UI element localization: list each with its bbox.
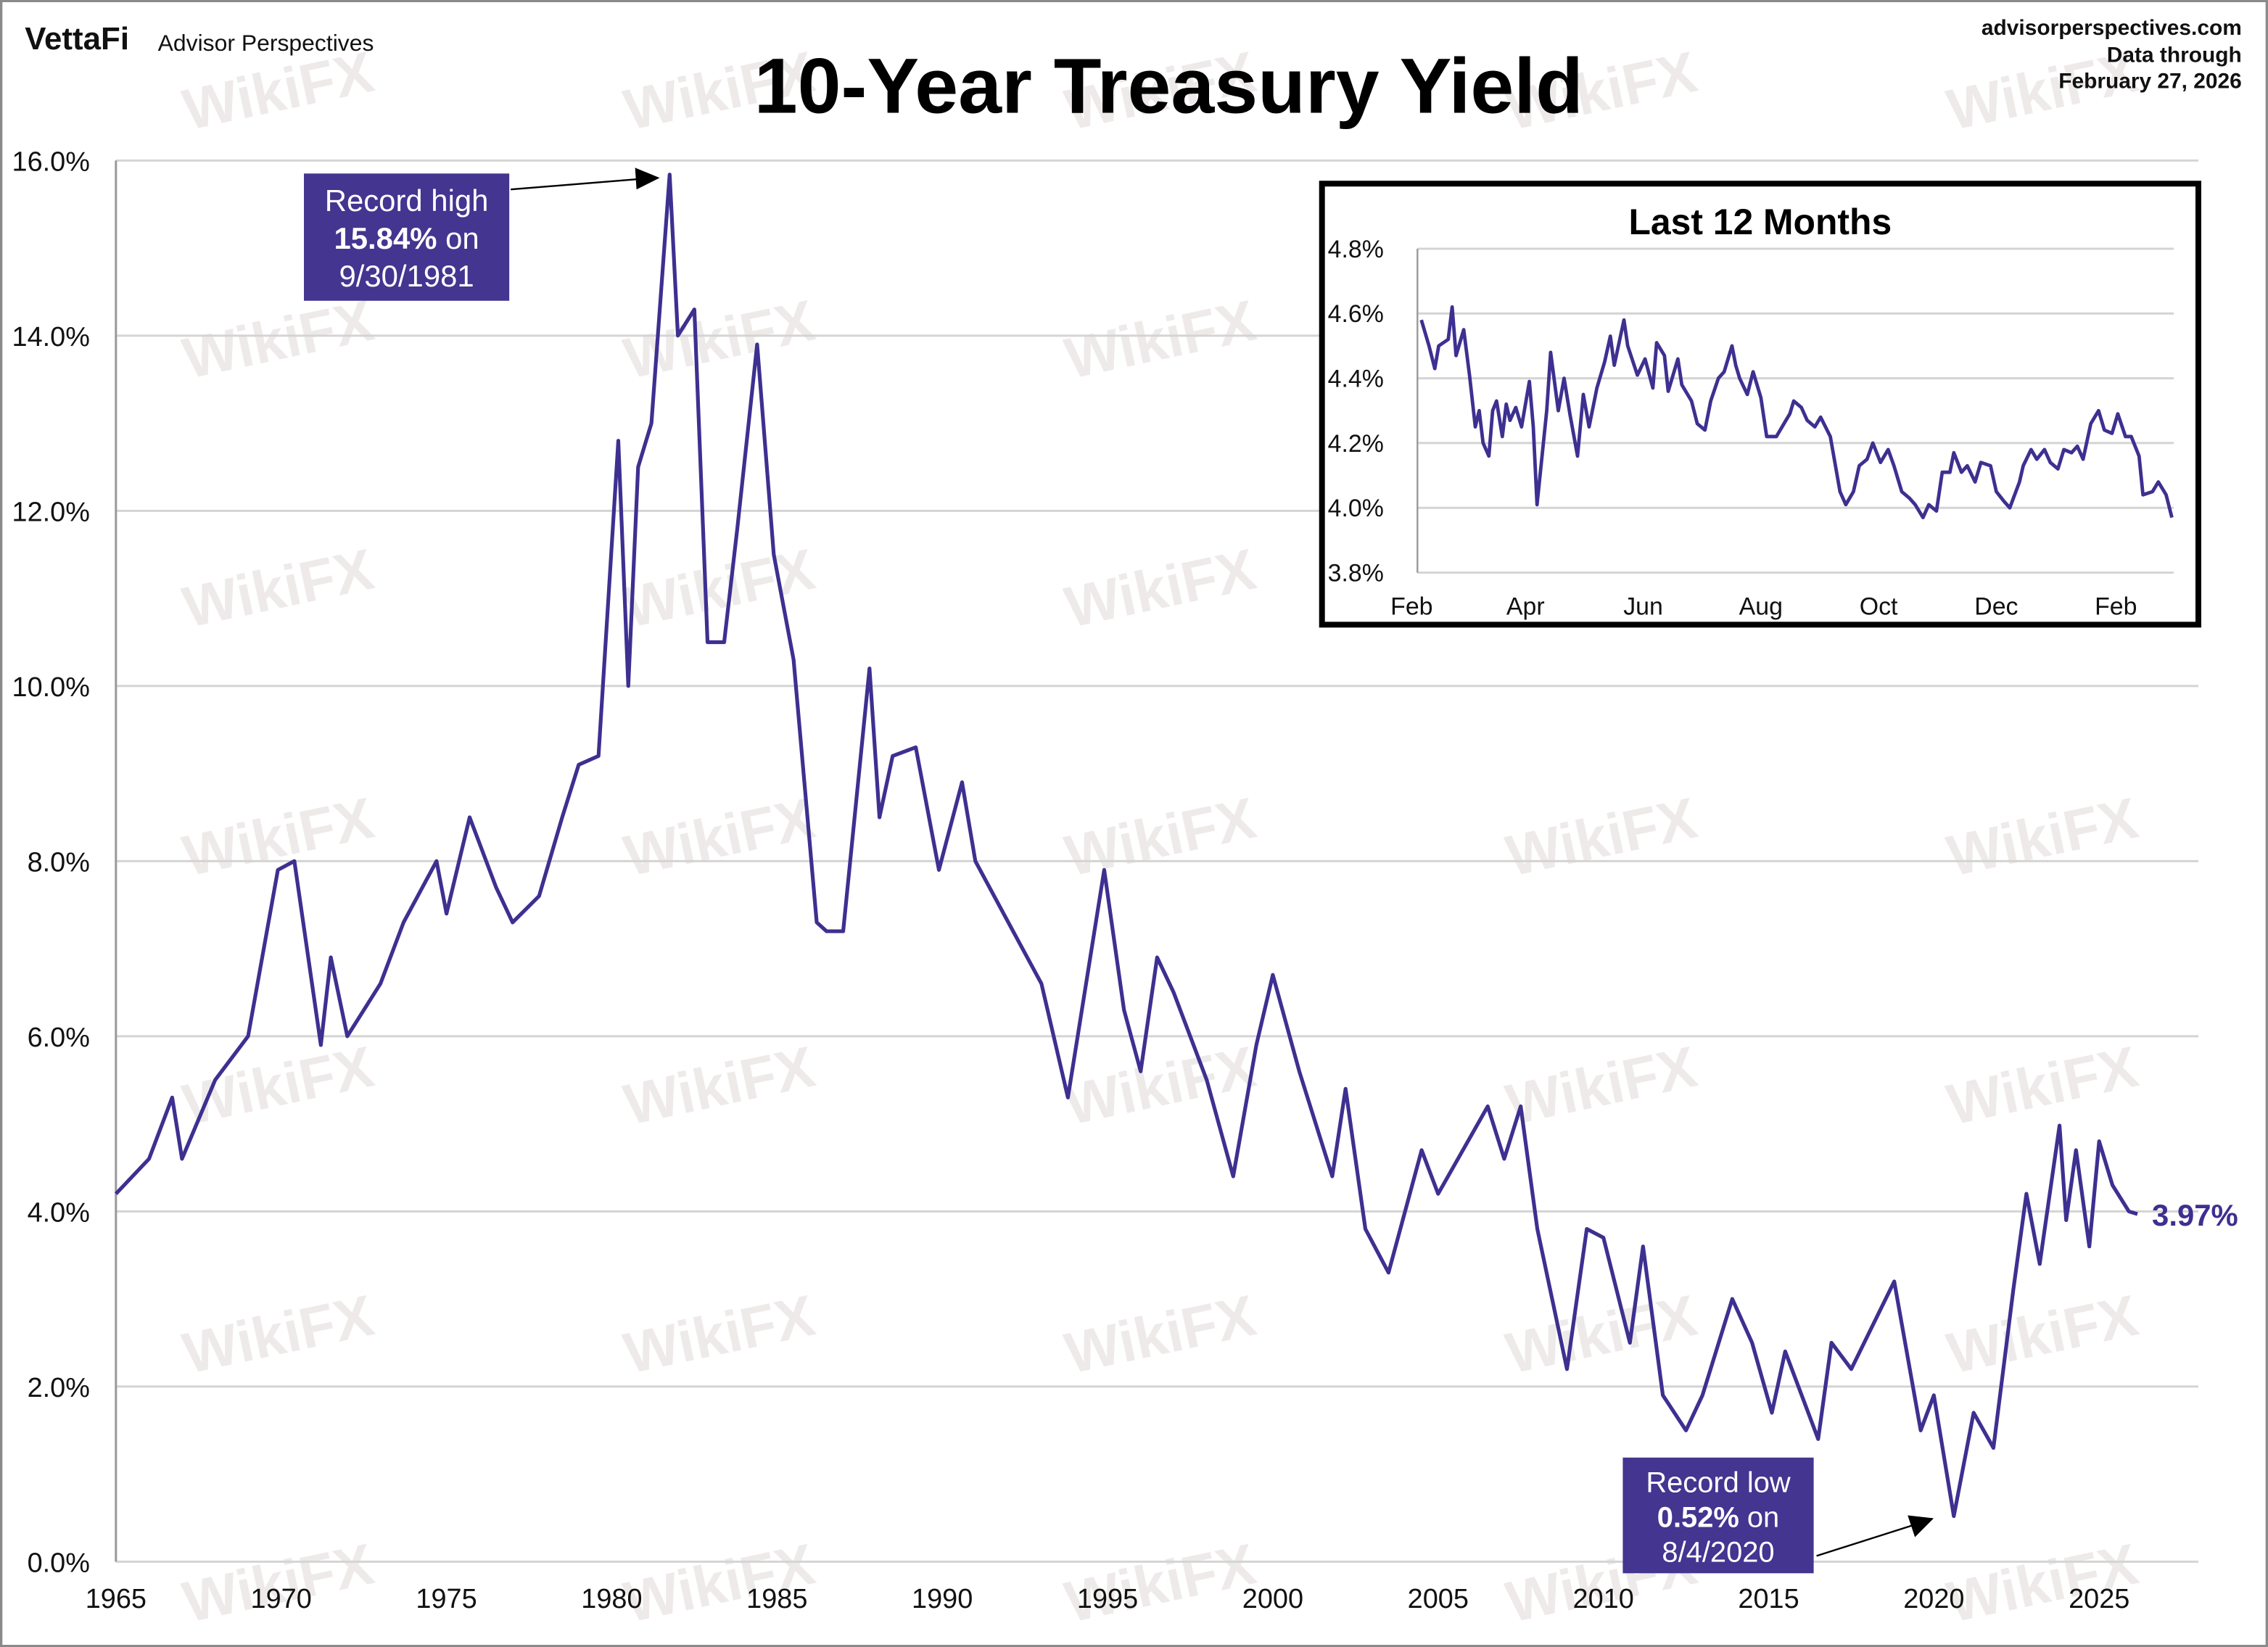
- record-low-annotation: Record low 0.52% on 8/4/2020: [1622, 1457, 1934, 1574]
- main-y-tick-label: 2.0%: [28, 1373, 90, 1403]
- inset-y-axis: 3.8% 4.0% 4.2% 4.4% 4.6% 4.8%: [1328, 236, 1384, 587]
- chart-title: 10-Year Treasury Yield: [754, 43, 1583, 130]
- inset-y-tick-label: 4.8%: [1328, 236, 1384, 263]
- main-y-tick-label: 14.0%: [12, 322, 90, 352]
- main-x-axis: 1965 1970 1975 1980 1985 1990 1995 2000 2005 2010…: [86, 1584, 2130, 1614]
- record-low-on: on: [1739, 1502, 1779, 1534]
- inset-y-tick-label: 4.2%: [1328, 430, 1384, 458]
- record-high-title: Record high: [325, 183, 489, 218]
- inset-y-tick-label: 4.4%: [1328, 366, 1384, 393]
- main-y-tick-label: 10.0%: [12, 672, 90, 703]
- main-x-tick-label: 1985: [746, 1584, 807, 1614]
- inset-title: Last 12 Months: [1628, 202, 1892, 242]
- main-x-tick-label: 2015: [1738, 1584, 1799, 1614]
- record-low-value: 0.52%: [1657, 1502, 1739, 1534]
- main-x-tick-label: 2000: [1242, 1584, 1303, 1614]
- inset-x-tick-label: Apr: [1506, 593, 1545, 620]
- record-high-date: 9/30/1981: [339, 259, 474, 293]
- record-high-arrow: [511, 178, 637, 191]
- main-y-tick-label: 0.0%: [28, 1548, 90, 1578]
- brand-logo: VettaFi: [25, 21, 129, 57]
- inset-y-tick-label: 3.8%: [1328, 560, 1384, 587]
- main-x-tick-label: 1965: [86, 1584, 147, 1614]
- main-y-tick-label: 16.0%: [12, 146, 90, 177]
- inset-y-tick-label: 4.0%: [1328, 495, 1384, 522]
- main-series-line: [114, 173, 2138, 1519]
- data-through-date: February 27, 2026: [2058, 70, 2242, 94]
- record-low-date: 8/4/2020: [1662, 1536, 1774, 1568]
- data-through-label: Data through: [2107, 44, 2242, 67]
- inset-x-tick-label: Aug: [1739, 593, 1783, 620]
- record-high-value-line: 15.84% on: [334, 221, 479, 255]
- record-high-arrowhead: [635, 168, 660, 190]
- record-low-value-line: 0.52% on: [1657, 1502, 1779, 1534]
- record-low-title: Record low: [1646, 1467, 1791, 1499]
- main-y-tick-label: 12.0%: [12, 497, 90, 527]
- record-high-on: on: [437, 221, 479, 255]
- inset-x-tick-label: Dec: [1974, 593, 2018, 620]
- record-low-arrowhead: [1908, 1515, 1934, 1537]
- main-x-tick-label: 1970: [251, 1584, 312, 1614]
- main-x-tick-label: 1990: [912, 1584, 973, 1614]
- record-low-arrow: [1816, 1524, 1913, 1557]
- inset-x-tick-label: Oct: [1860, 593, 1898, 620]
- inset-x-tick-label: Jun: [1623, 593, 1663, 620]
- main-y-tick-label: 4.0%: [28, 1197, 90, 1228]
- main-x-tick-label: 1995: [1077, 1584, 1138, 1614]
- main-x-tick-label: 1980: [581, 1584, 642, 1614]
- site-url: advisorperspectives.com: [1982, 16, 2242, 40]
- inset-y-tick-label: 4.6%: [1328, 300, 1384, 328]
- main-y-tick-label: 8.0%: [28, 847, 90, 878]
- main-x-tick-label: 1975: [416, 1584, 477, 1614]
- main-x-tick-label: 2025: [2069, 1584, 2129, 1614]
- inset-x-axis: Feb Apr Jun Aug Oct Dec Feb: [1390, 593, 2137, 620]
- main-x-tick-label: 2020: [1903, 1584, 1964, 1614]
- brand-subtitle: Advisor Perspectives: [158, 30, 374, 56]
- main-y-tick-label: 6.0%: [28, 1023, 90, 1053]
- main-x-tick-label: 2005: [1408, 1584, 1469, 1614]
- record-high-annotation: Record high 15.84% on 9/30/1981: [304, 168, 660, 301]
- record-high-value: 15.84%: [334, 221, 437, 255]
- inset-chart: Last 12 Months 3.8%4.0%4.2%4.4%4.6%4.8% …: [1319, 181, 2201, 628]
- main-x-tick-label: 2010: [1573, 1584, 1634, 1614]
- last-value-label: 3.97%: [2152, 1198, 2238, 1232]
- inset-series-line: [1419, 305, 2174, 519]
- record-high-box: [304, 173, 510, 301]
- main-y-axis: 0.0% 2.0% 4.0% 6.0% 8.0% 10.0% 12.0% 14.0% 16.0%: [12, 146, 90, 1578]
- record-low-box: [1622, 1457, 1814, 1574]
- inset-x-tick-label: Feb: [2095, 593, 2137, 620]
- inset-x-tick-label: Feb: [1390, 593, 1432, 620]
